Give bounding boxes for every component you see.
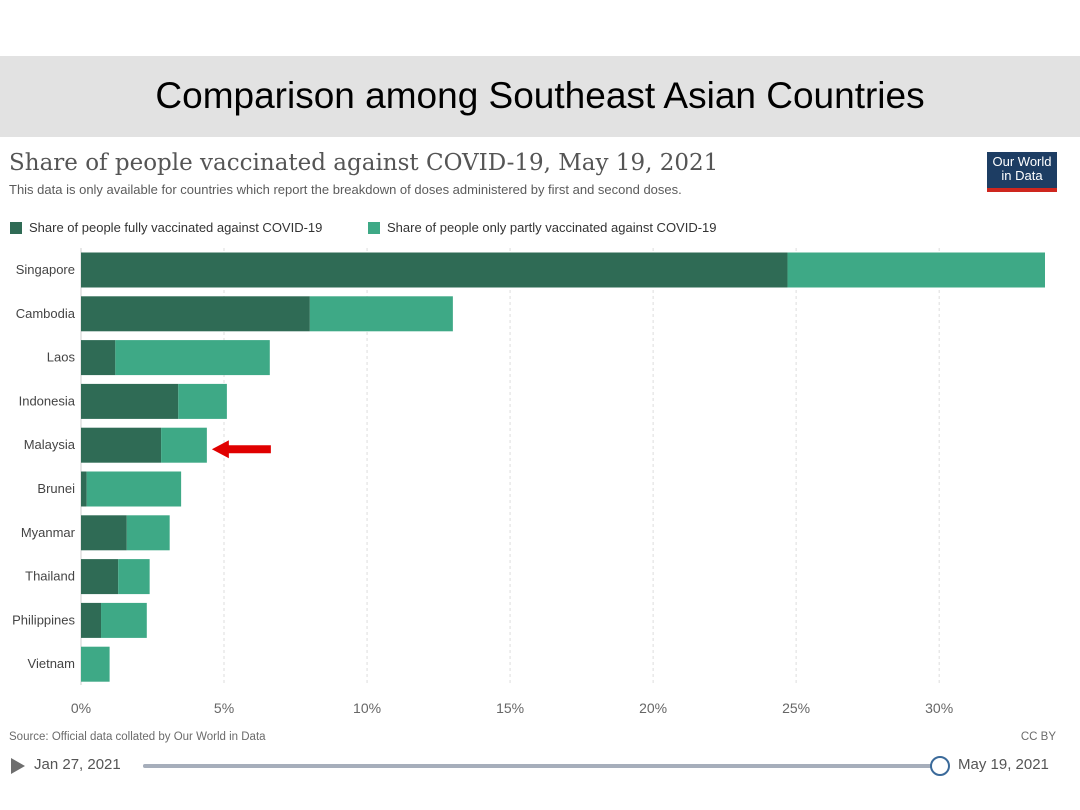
source-note[interactable]: Source: Official data collated by Our Wo… xyxy=(9,731,266,743)
legend-label-partly: Share of people only partly vaccinated a… xyxy=(387,220,717,235)
x-tick-label: 10% xyxy=(353,700,381,716)
bar-fully xyxy=(81,383,179,419)
category-label: Singapore xyxy=(16,262,75,277)
bar-partly xyxy=(126,515,170,551)
legend-swatch-partly xyxy=(368,221,380,234)
category-label: Laos xyxy=(47,350,76,365)
timeline-end-date: May 19, 2021 xyxy=(958,756,1049,773)
category-label: Malaysia xyxy=(24,437,76,452)
timeline-handle[interactable] xyxy=(930,756,950,776)
legend-swatch-fully xyxy=(10,221,22,234)
bar-chart: 0% 5% 10% 15% 20% 25% 30% Singapore Cambodia Laos… xyxy=(12,248,1045,716)
category-label: Philippines xyxy=(12,612,75,627)
timeline-fill xyxy=(143,764,940,768)
bar-partly xyxy=(309,296,453,332)
bar-partly xyxy=(161,427,207,463)
bar-fully xyxy=(81,340,116,376)
highlight-arrow xyxy=(211,440,271,459)
chart-title: Share of people vaccinated against COVID… xyxy=(9,150,719,176)
bar-partly xyxy=(118,559,150,595)
timeline-slider[interactable] xyxy=(143,756,950,776)
x-tick-label: 30% xyxy=(925,700,953,716)
owid-logo-line1: Our World xyxy=(992,154,1052,169)
bar-partly xyxy=(787,252,1045,288)
bar-partly xyxy=(81,646,110,682)
category-label: Brunei xyxy=(37,481,75,496)
play-icon[interactable] xyxy=(11,758,25,774)
x-tick-label: 15% xyxy=(496,700,524,716)
bar-fully xyxy=(81,252,788,288)
category-label: Myanmar xyxy=(21,525,76,540)
category-label: Vietnam xyxy=(28,656,75,671)
bar-fully xyxy=(81,471,87,507)
category-label: Cambodia xyxy=(16,306,76,321)
slide-header-band xyxy=(0,56,1080,137)
category-label: Indonesia xyxy=(19,393,76,408)
bar-fully xyxy=(81,515,127,551)
bar-partly xyxy=(178,383,227,419)
bar-partly xyxy=(86,471,182,507)
slide-title: Comparison among Southeast Asian Countri… xyxy=(155,75,925,116)
bar-fully xyxy=(81,296,310,332)
x-tick-label: 20% xyxy=(639,700,667,716)
bar-fully xyxy=(81,559,119,595)
legend-item-fully[interactable]: Share of people fully vaccinated against… xyxy=(10,220,322,235)
bar-partly xyxy=(101,602,147,638)
owid-logo[interactable]: Our World in Data xyxy=(987,152,1057,192)
x-tick-label: 5% xyxy=(214,700,234,716)
license-label[interactable]: CC BY xyxy=(1020,731,1056,743)
x-tick-label: 0% xyxy=(71,700,91,716)
timeline-start-date: Jan 27, 2021 xyxy=(34,756,121,773)
owid-logo-line2: in Data xyxy=(1001,168,1043,183)
legend-item-partly[interactable]: Share of people only partly vaccinated a… xyxy=(368,220,717,235)
category-label: Thailand xyxy=(25,569,75,584)
chart-subtitle: This data is only available for countrie… xyxy=(9,182,682,197)
legend-label-fully: Share of people fully vaccinated against… xyxy=(29,220,323,235)
bar-fully xyxy=(81,602,102,638)
x-tick-label: 25% xyxy=(782,700,810,716)
bar-partly xyxy=(115,340,270,376)
bar-fully xyxy=(81,427,162,463)
